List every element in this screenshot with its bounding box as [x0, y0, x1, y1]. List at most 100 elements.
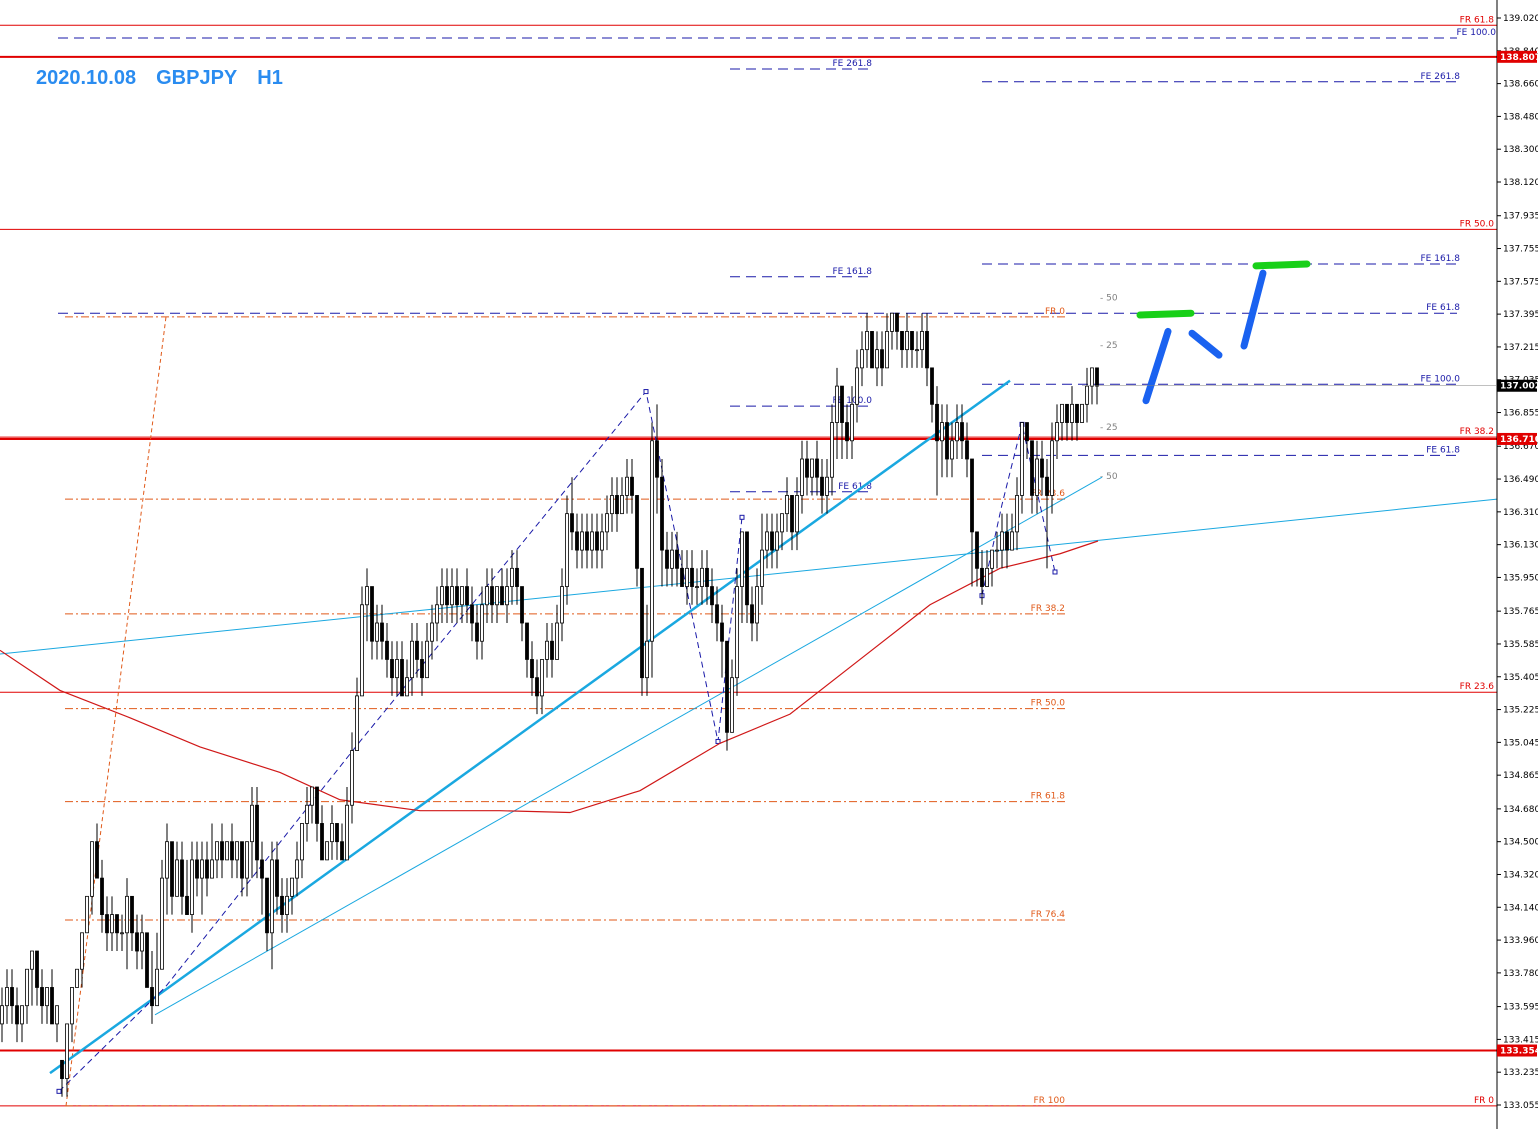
trendlines — [0, 316, 1498, 1106]
price-tick-label: 139.020 — [1503, 14, 1538, 24]
current-price-label: 137.002 — [1500, 382, 1538, 392]
gann-mark-label: - 25 — [1100, 423, 1118, 433]
candle-body — [20, 1005, 24, 1025]
candle-body — [695, 586, 699, 588]
candle-body — [445, 586, 449, 606]
price-tick-label: 136.490 — [1503, 475, 1538, 485]
candle-body — [295, 859, 299, 879]
candle-body — [410, 640, 414, 679]
candle-body — [1085, 385, 1089, 405]
candle-body — [525, 622, 529, 660]
gann-mark-label: - 50 — [1100, 472, 1118, 482]
scenario-up-stroke-2 — [1240, 269, 1267, 350]
candle-body — [300, 823, 304, 861]
candle-body — [150, 987, 154, 1007]
candle-body — [855, 367, 859, 405]
trendline-lower — [154, 476, 1103, 1016]
candle-body — [350, 750, 354, 806]
candle-body — [270, 859, 274, 934]
candle-body — [610, 495, 614, 515]
candle-body — [575, 531, 579, 551]
price-tick-label: 137.755 — [1503, 245, 1538, 255]
wave-anchor-point — [1052, 569, 1058, 575]
candle-body — [250, 804, 254, 843]
price-tick-label: 135.950 — [1503, 573, 1538, 583]
candle-body — [395, 659, 399, 679]
candle-body — [440, 586, 444, 606]
fibo-retracement-label: FR 50.0 — [1031, 699, 1066, 709]
candle-body — [665, 549, 669, 569]
candle-body — [320, 823, 324, 861]
fibo-retracement-label: FR 100 — [1034, 1096, 1066, 1106]
candle-body — [630, 476, 634, 496]
level-label: FR 61.8 — [1460, 15, 1495, 25]
candle-body — [195, 859, 199, 879]
candle-body — [900, 331, 904, 351]
red-price-tag — [1497, 432, 1537, 445]
candle-body — [785, 495, 789, 515]
fibo-levels: FE 100.0 FE 261.8 FE 161.8 FE 61.8 FE 100.0 F… — [58, 28, 1496, 1107]
current-price-tag — [1497, 379, 1537, 392]
candle-body — [1065, 403, 1069, 423]
candle-body — [140, 932, 144, 952]
price-tick-label: 138.120 — [1503, 178, 1538, 188]
candle-body — [240, 841, 244, 879]
candle-body — [565, 513, 569, 587]
candle-body — [210, 859, 214, 879]
fibo-retracement-label: FR 76.4 — [1031, 910, 1066, 920]
candle-body — [635, 495, 639, 569]
candle-body — [895, 312, 899, 332]
candle-body — [690, 567, 694, 587]
candle-body — [885, 331, 889, 369]
candle-body — [515, 567, 519, 587]
candle-body — [385, 640, 389, 660]
candle-body — [985, 567, 989, 587]
candle-body — [845, 422, 849, 442]
candle-body — [590, 531, 594, 551]
candle-body — [1005, 531, 1009, 551]
candle-body — [5, 987, 9, 1007]
candle-body — [960, 422, 964, 442]
moving-average-line — [0, 540, 1099, 814]
candle-body — [60, 1059, 64, 1079]
candle-body — [905, 331, 909, 351]
candle-body — [760, 549, 764, 587]
fibo-expansion-label: FE 100.0 — [1421, 374, 1461, 384]
candle-body — [380, 622, 384, 642]
candle-body — [765, 531, 769, 551]
price-tick-label: 134.320 — [1503, 870, 1538, 880]
candle-body — [500, 586, 504, 606]
fibo-retracement-label: FR 61.8 — [1031, 792, 1066, 802]
candle-body — [430, 622, 434, 642]
candle-body — [375, 622, 379, 642]
candle-body — [970, 458, 974, 533]
gann-mark-label: - 50 — [1100, 293, 1118, 303]
fibo-expansion-label: FE 61.8 — [1426, 303, 1460, 313]
candle-body — [790, 495, 794, 533]
candle-body — [700, 567, 704, 587]
price-tick-label: 137.575 — [1503, 277, 1538, 287]
red-price-tag-label: 133.354 — [1500, 1047, 1538, 1057]
candle-body — [600, 531, 604, 551]
fibo-expansion-label: FE 261.8 — [1421, 72, 1461, 82]
price-tick-label: 138.660 — [1503, 80, 1538, 90]
price-tick-label: 135.405 — [1503, 673, 1538, 683]
red-price-tag — [1497, 50, 1537, 63]
candle-body — [840, 385, 844, 423]
candle-body — [225, 841, 229, 861]
candle-body — [675, 549, 679, 569]
candle-body — [965, 440, 969, 460]
candle-body — [920, 331, 924, 351]
candle-body — [745, 531, 749, 606]
scenario-arrows — [1136, 260, 1311, 405]
title-symbol: GBPJPY — [156, 67, 238, 89]
price-tick-label: 137.935 — [1503, 212, 1538, 222]
fibo-expansion-label: FE 161.8 — [833, 267, 873, 277]
price-tick-label: 133.960 — [1503, 936, 1538, 946]
candle-body — [815, 458, 819, 478]
candle-body — [235, 841, 239, 861]
candle-body — [1090, 367, 1094, 387]
level-label: FR 0 — [1474, 1096, 1494, 1106]
candle-body — [555, 622, 559, 660]
